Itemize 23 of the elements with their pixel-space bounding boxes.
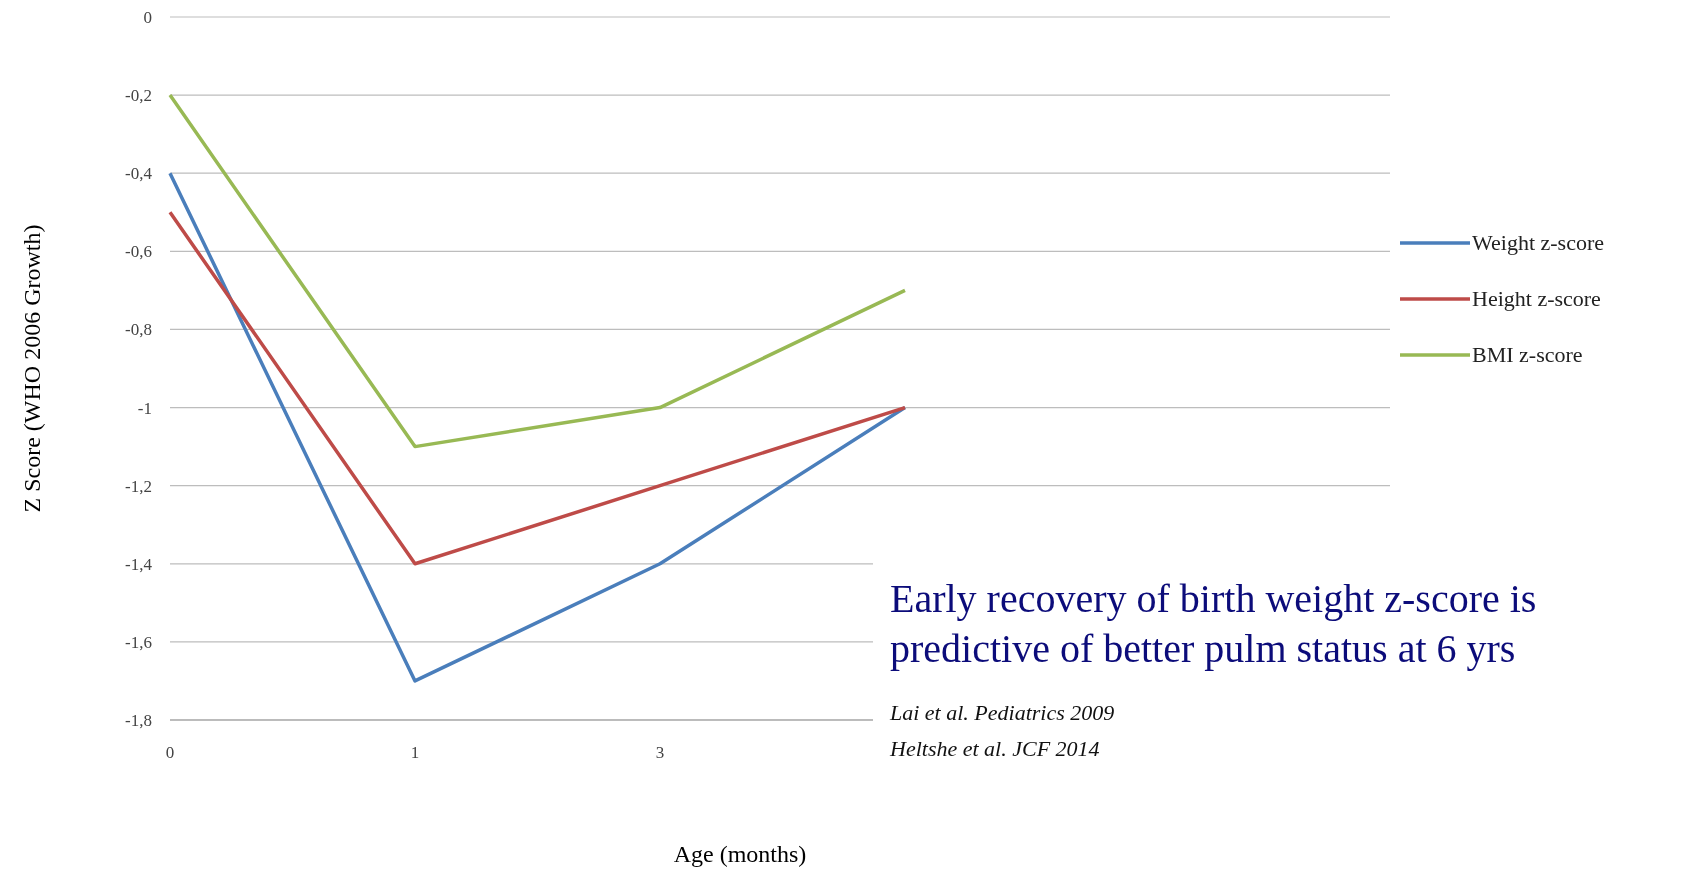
x-tick-label: 0 bbox=[165, 743, 175, 762]
y-tick-label: -0,4 bbox=[125, 164, 153, 184]
y-tick-label: 0 bbox=[143, 7, 152, 27]
text: Heltshe et al. JCF 2014 bbox=[889, 736, 1100, 761]
line-series bbox=[168, 93, 907, 449]
y-tick-label: -1,2 bbox=[125, 476, 152, 496]
y-tick-label: -1,8 bbox=[125, 710, 152, 730]
x-axis-title: Age (months) bbox=[673, 841, 807, 867]
y-tick-label: -0,6 bbox=[125, 242, 152, 262]
x-tick-label: 1 bbox=[410, 743, 420, 762]
legend-label: BMI z-score bbox=[1472, 342, 1583, 367]
y-tick-label: -1,4 bbox=[125, 554, 153, 574]
annotation: Early recovery of birth weight z-score is predictive of better pulm status at 6 yrs bbox=[890, 576, 1537, 671]
annotation: Lai et al. Pediatrics 2009 bbox=[889, 700, 1115, 725]
line-series bbox=[168, 210, 907, 566]
x-tick-label: 3 bbox=[655, 743, 665, 762]
y-tick-label: -1 bbox=[137, 398, 152, 418]
legend-label: Height z-score bbox=[1472, 286, 1601, 311]
legend-label: Weight z-score bbox=[1472, 230, 1604, 255]
y-tick-label: -1,6 bbox=[125, 632, 152, 652]
y-tick-label: -0,2 bbox=[125, 86, 152, 106]
y-tick-label: -0,8 bbox=[125, 320, 152, 340]
y-axis-title: Z Score (WHO 2006 Growth) bbox=[19, 224, 45, 513]
